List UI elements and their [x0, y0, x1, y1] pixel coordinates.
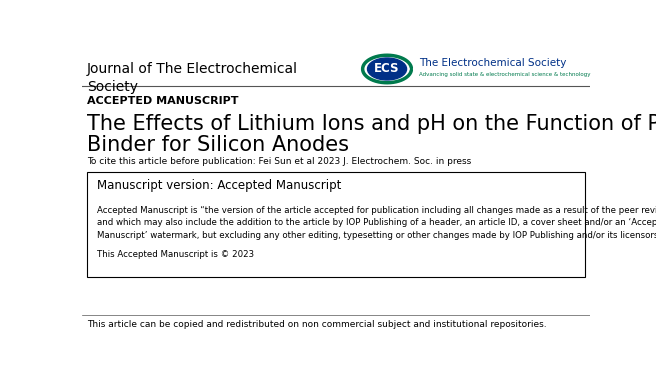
Text: ECS: ECS: [375, 62, 400, 76]
Circle shape: [367, 58, 407, 80]
Text: Advancing solid state & electrochemical science & technology: Advancing solid state & electrochemical …: [419, 72, 590, 77]
Text: To cite this article before publication: Fei Sun et al 2023 J. Electrochem. Soc.: To cite this article before publication:…: [87, 157, 474, 166]
Text: Journal of The Electrochemical
Society: Journal of The Electrochemical Society: [87, 62, 298, 94]
Text: Binder for Silicon Anodes: Binder for Silicon Anodes: [87, 135, 349, 155]
Text: The Effects of Lithium Ions and pH on the Function of Polyacrylic Acid: The Effects of Lithium Ions and pH on th…: [87, 114, 656, 134]
Text: This Accepted Manuscript is © 2023: This Accepted Manuscript is © 2023: [97, 250, 257, 259]
Text: Accepted Manuscript is “the version of the article accepted for publication incl: Accepted Manuscript is “the version of t…: [97, 206, 656, 240]
Text: ACCEPTED MANUSCRIPT: ACCEPTED MANUSCRIPT: [87, 96, 239, 106]
FancyBboxPatch shape: [87, 172, 585, 277]
Text: The Electrochemical Society: The Electrochemical Society: [419, 58, 566, 68]
Text: Manuscript version: Accepted Manuscript: Manuscript version: Accepted Manuscript: [97, 179, 342, 192]
Text: This article can be copied and redistributed on non commercial subject and insti: This article can be copied and redistrib…: [87, 320, 546, 328]
